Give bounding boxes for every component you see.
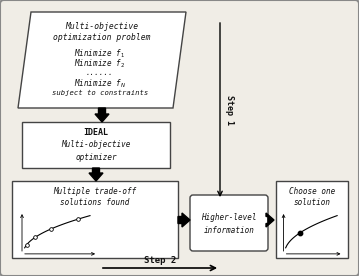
Text: Step 2: Step 2 (144, 256, 176, 265)
Text: Multi-objective: Multi-objective (65, 22, 139, 31)
Text: IDEAL: IDEAL (84, 128, 108, 137)
Text: Step 1: Step 1 (225, 95, 234, 125)
Text: Multiple trade-off: Multiple trade-off (53, 187, 137, 196)
Text: information: information (204, 226, 255, 235)
FancyBboxPatch shape (12, 181, 178, 258)
Text: optimization problem: optimization problem (53, 33, 151, 42)
Text: optimizer: optimizer (75, 153, 117, 162)
Polygon shape (266, 213, 274, 227)
Text: Minimize f$_N$: Minimize f$_N$ (74, 78, 126, 91)
Text: Minimize f$_2$: Minimize f$_2$ (74, 58, 126, 70)
FancyBboxPatch shape (276, 181, 348, 258)
Text: ......: ...... (86, 68, 114, 77)
Text: Minimize f$_1$: Minimize f$_1$ (74, 47, 126, 60)
Text: solution: solution (294, 198, 331, 207)
Polygon shape (89, 168, 103, 181)
Text: Multi-objective: Multi-objective (61, 140, 131, 149)
Polygon shape (18, 12, 186, 108)
Text: Choose one: Choose one (289, 187, 335, 196)
Polygon shape (178, 213, 190, 227)
Text: solutions found: solutions found (60, 198, 130, 207)
Text: subject to constraints: subject to constraints (52, 90, 148, 96)
Text: Higher-level: Higher-level (201, 213, 257, 222)
FancyBboxPatch shape (22, 122, 170, 168)
Polygon shape (95, 108, 109, 122)
FancyBboxPatch shape (190, 195, 268, 251)
